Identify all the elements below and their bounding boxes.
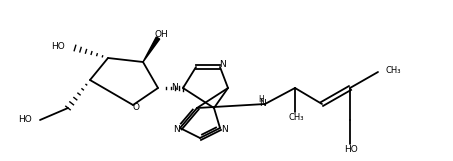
Text: N: N (259, 99, 265, 109)
Text: N: N (173, 126, 179, 134)
Text: N: N (171, 82, 178, 91)
Text: N: N (219, 60, 226, 68)
Text: CH₃: CH₃ (288, 113, 304, 122)
Text: HO: HO (344, 145, 358, 153)
Text: HO: HO (51, 42, 65, 51)
Text: N: N (221, 126, 227, 134)
Polygon shape (143, 37, 160, 62)
Text: HO: HO (18, 115, 32, 124)
Text: OH: OH (154, 29, 168, 38)
Text: CH₃: CH₃ (386, 66, 401, 75)
Text: O: O (132, 104, 140, 113)
Text: H: H (258, 95, 264, 104)
